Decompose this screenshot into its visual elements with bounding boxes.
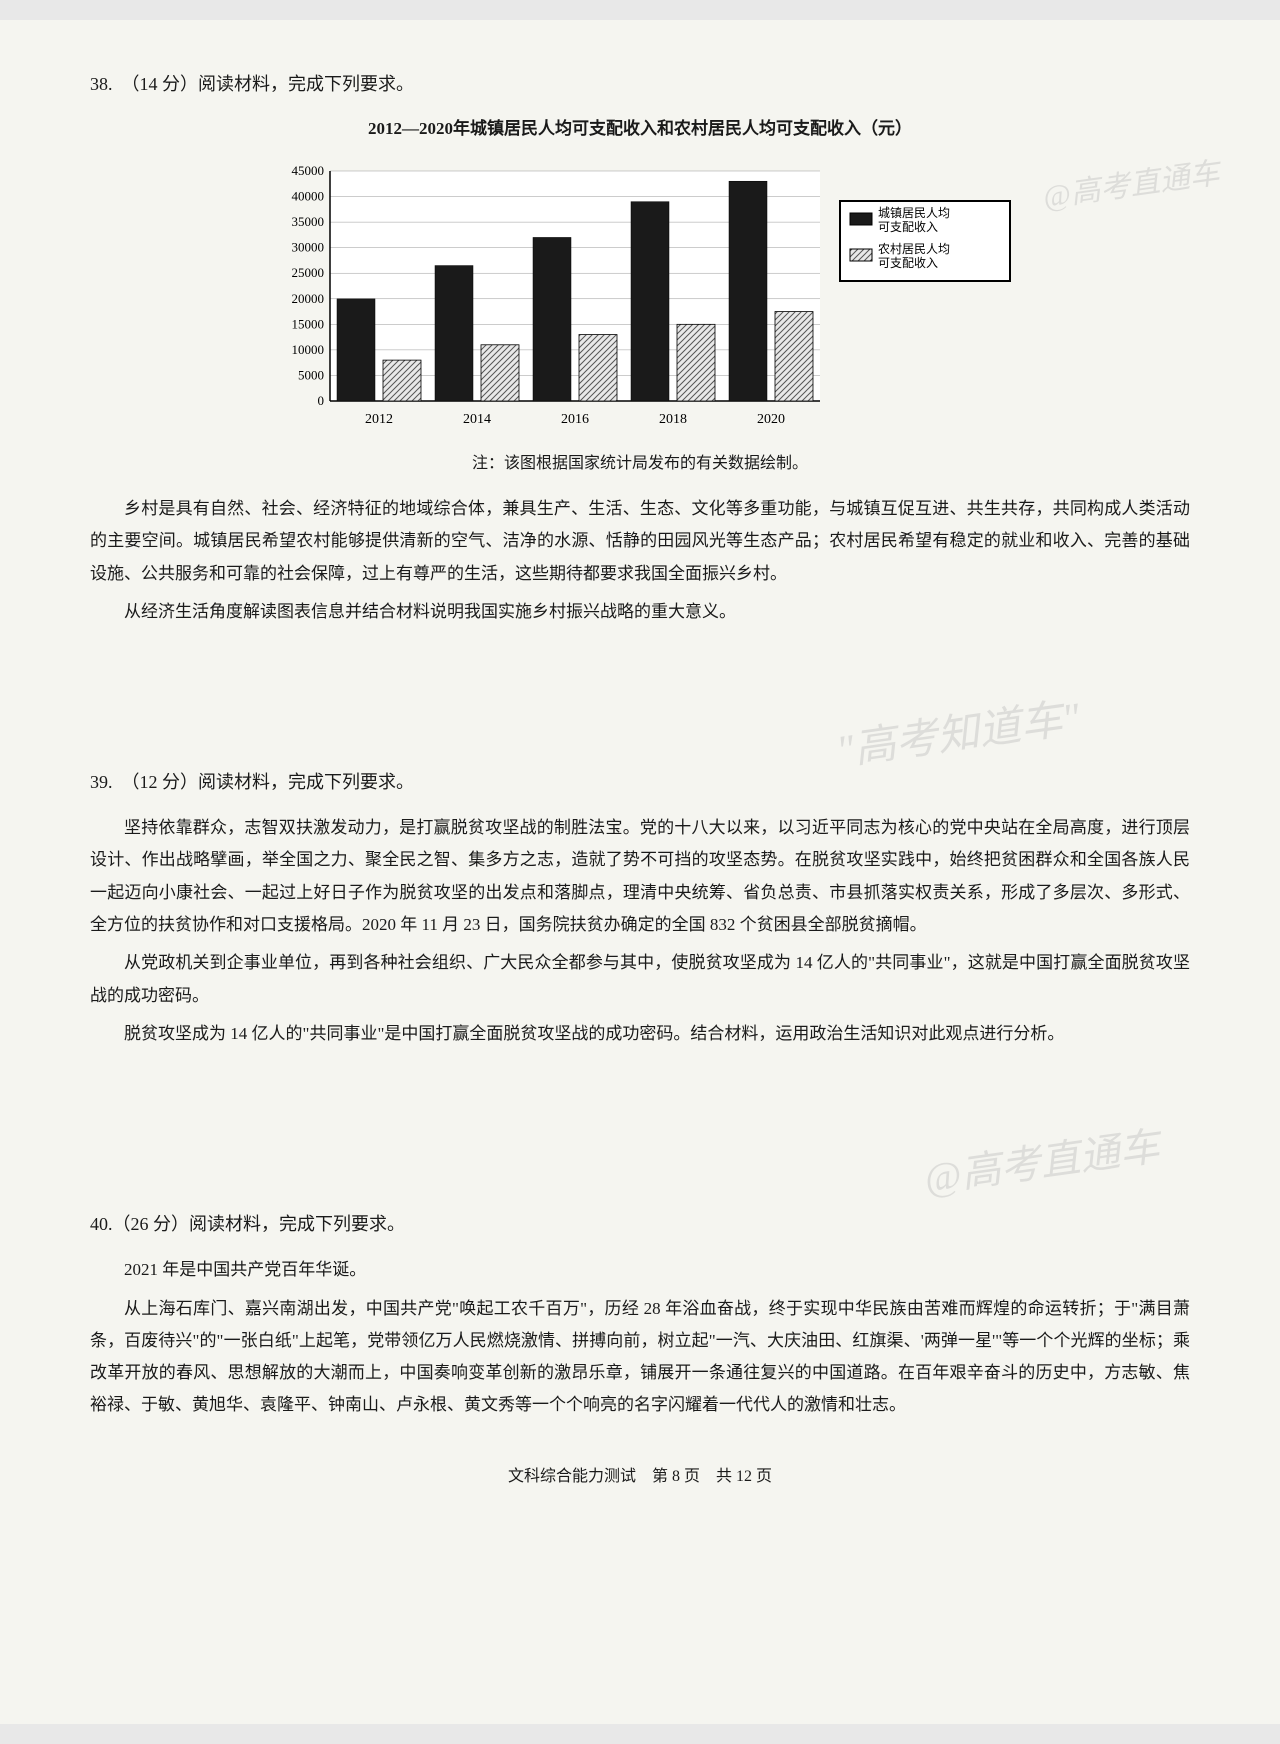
q39-paragraph-3: 脱贫攻坚成为 14 亿人的"共同事业"是中国打赢全面脱贫攻坚战的成功密码。结合材…: [90, 1018, 1190, 1050]
svg-text:可支配收入: 可支配收入: [878, 220, 938, 234]
svg-text:可支配收入: 可支配收入: [878, 256, 938, 270]
q39-paragraph-2: 从党政机关到企事业单位，再到各种社会组织、广大民众全都参与其中，使脱贫攻坚成为 …: [90, 947, 1190, 1012]
svg-text:2014: 2014: [463, 412, 491, 427]
exam-page: @高考直通车 "高考知道车" @高考直通车 38. （14 分）阅读材料，完成下…: [0, 20, 1280, 1724]
svg-text:15000: 15000: [292, 316, 325, 331]
bar-chart: 0 5000 10000 15000 20000 25000 30000 35000 40000…: [260, 151, 1020, 441]
page-footer: 文科综合能力测试 第 8 页 共 12 页: [90, 1462, 1190, 1486]
q40-paragraph-2: 从上海石库门、嘉兴南湖出发，中国共产党"唤起工农千百万"，历经 28 年浴血奋战…: [90, 1293, 1190, 1422]
q38-paragraph-1: 乡村是具有自然、社会、经济特征的地域综合体，兼具生产、生活、生态、文化等多重功能…: [90, 493, 1190, 590]
watermark-3: @高考直通车: [920, 1114, 1163, 1204]
svg-text:0: 0: [318, 393, 325, 408]
watermark-2: "高考知道车": [832, 683, 1083, 778]
svg-text:2018: 2018: [659, 412, 687, 427]
q38-header: 38. （14 分）阅读材料，完成下列要求。: [90, 70, 1190, 96]
chart-note: 注：该图根据国家统计局发布的有关数据绘制。: [90, 449, 1190, 473]
svg-text:2012: 2012: [365, 412, 393, 427]
chart-title: 2012—2020年城镇居民人均可支配收入和农村居民人均可支配收入（元）: [90, 114, 1190, 139]
chart-container: 0 5000 10000 15000 20000 25000 30000 35000 40000…: [90, 151, 1190, 441]
question-40: 40.（26 分）阅读材料，完成下列要求。 2021 年是中国共产党百年华诞。 …: [90, 1210, 1190, 1421]
svg-text:10000: 10000: [292, 342, 325, 357]
svg-text:35000: 35000: [292, 214, 325, 229]
svg-text:2020: 2020: [757, 412, 785, 427]
q40-header: 40.（26 分）阅读材料，完成下列要求。: [90, 1210, 1190, 1236]
question-39: 39. （12 分）阅读材料，完成下列要求。 坚持依靠群众，志智双扶激发动力，是…: [90, 768, 1190, 1050]
question-38: 38. （14 分）阅读材料，完成下列要求。 2012—2020年城镇居民人均可…: [90, 70, 1190, 628]
q38-paragraph-2: 从经济生活角度解读图表信息并结合材料说明我国实施乡村振兴战略的重大意义。: [90, 596, 1190, 628]
svg-text:40000: 40000: [292, 189, 325, 204]
svg-text:5000: 5000: [298, 367, 324, 382]
svg-text:25000: 25000: [292, 265, 325, 280]
svg-text:农村居民人均: 农村居民人均: [878, 242, 950, 256]
q39-paragraph-1: 坚持依靠群众，志智双扶激发动力，是打赢脱贫攻坚战的制胜法宝。党的十八大以来，以习…: [90, 812, 1190, 941]
svg-text:城镇居民人均: 城镇居民人均: [878, 206, 950, 220]
q39-header: 39. （12 分）阅读材料，完成下列要求。: [90, 768, 1190, 794]
q40-paragraph-1: 2021 年是中国共产党百年华诞。: [90, 1254, 1190, 1286]
svg-text:45000: 45000: [292, 163, 325, 178]
svg-text:30000: 30000: [292, 240, 325, 255]
svg-text:2016: 2016: [561, 412, 589, 427]
svg-text:20000: 20000: [292, 291, 325, 306]
